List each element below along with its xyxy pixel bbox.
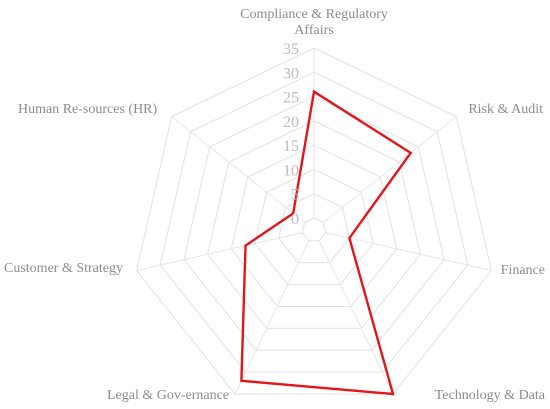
category-label: Legal & Gov-ernance xyxy=(107,388,229,403)
category-label: Finance xyxy=(501,263,545,278)
tick-label: 15 xyxy=(283,138,299,155)
spoke-4 xyxy=(234,240,310,395)
tick-label: 30 xyxy=(283,65,299,82)
radar-series xyxy=(240,89,413,396)
tick-label: 20 xyxy=(283,114,299,131)
grid-ring-15 xyxy=(230,144,398,307)
category-label: Technology & Data xyxy=(435,388,546,403)
spoke-6 xyxy=(171,116,305,223)
grid-ring-0 xyxy=(301,217,327,242)
grid-ring-20 xyxy=(207,120,421,329)
category-labels: Compliance & Regulatory Affairs Risk & Aud… xyxy=(4,7,546,403)
grid-ring-25 xyxy=(183,96,445,351)
grid-ring-30 xyxy=(159,71,469,373)
spoke-3 xyxy=(318,240,394,395)
tick-label: 35 xyxy=(283,41,299,58)
category-label: Customer & Strategy xyxy=(4,261,123,276)
tick-label: 25 xyxy=(283,90,299,107)
category-label: Human Re-sources (HR) xyxy=(18,102,158,117)
category-label: Compliance & Regulatory Affairs xyxy=(240,7,388,38)
grid-ring-10 xyxy=(254,168,374,286)
spoke-1 xyxy=(323,116,457,223)
grid-ring-35 xyxy=(136,47,492,395)
spoke-2 xyxy=(325,232,492,271)
tick-label: 0 xyxy=(291,211,299,228)
series-line-0 xyxy=(240,89,413,396)
tick-label: 5 xyxy=(291,187,299,204)
spoke-5 xyxy=(136,232,303,271)
radar-grid xyxy=(136,47,492,395)
category-label: Risk & Audit xyxy=(468,102,543,117)
tick-label: 10 xyxy=(283,162,299,179)
grid-ring-5 xyxy=(278,193,350,264)
radial-tick-labels: 0 5 10 15 20 25 30 35 xyxy=(283,41,299,228)
